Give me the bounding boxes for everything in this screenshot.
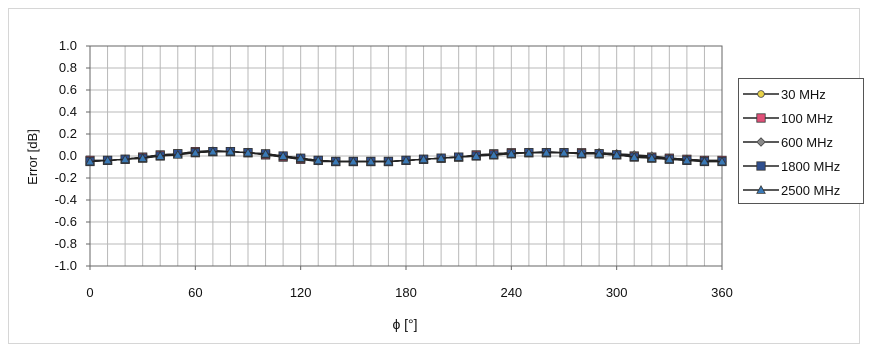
data-point — [506, 148, 517, 158]
legend-item: 30 MHz — [739, 83, 863, 105]
y-tick-label: 1.0 — [59, 38, 77, 53]
data-point — [699, 156, 710, 166]
data-point — [243, 147, 253, 157]
data-point — [85, 156, 95, 166]
data-point — [453, 152, 464, 161]
legend-label: 100 MHz — [781, 111, 834, 126]
data-point — [594, 148, 604, 158]
data-point — [383, 156, 394, 166]
legend-swatch — [743, 184, 779, 194]
data-point — [717, 156, 727, 166]
legend-marker — [756, 113, 766, 123]
data-point — [611, 149, 622, 159]
data-point — [330, 156, 341, 166]
y-tick-label: -0.4 — [55, 192, 77, 207]
data-point — [190, 147, 201, 157]
legend-swatch — [743, 90, 779, 98]
data-point — [488, 149, 499, 159]
data-point — [260, 148, 271, 158]
legend-marker — [756, 184, 766, 194]
y-axis-label: Error [dB] — [25, 129, 40, 185]
legend-item: 600 MHz — [739, 131, 863, 153]
legend-swatch — [743, 113, 779, 123]
legend-label: 30 MHz — [781, 87, 826, 102]
legend-item: 100 MHz — [739, 107, 863, 129]
legend-label: 2500 MHz — [781, 183, 841, 198]
y-tick-label: 0.2 — [59, 126, 77, 141]
data-point — [172, 149, 183, 159]
x-tick-label: 180 — [395, 285, 417, 300]
legend-label: 1800 MHz — [781, 159, 841, 174]
x-axis-ticks: 0 60 120 180 240 300 360 — [86, 266, 733, 300]
legend-swatch — [743, 161, 779, 171]
x-axis-label: ϕ [°] — [392, 316, 417, 332]
y-tick-label: -0.2 — [55, 170, 77, 185]
data-point — [208, 146, 218, 156]
y-tick-label: 0.0 — [59, 148, 77, 163]
legend-item: 1800 MHz — [739, 155, 863, 177]
series-group — [85, 146, 727, 167]
data-point — [436, 153, 446, 162]
data-point — [155, 150, 166, 160]
x-tick-label: 0 — [86, 285, 93, 300]
legend-marker — [756, 137, 766, 147]
data-point — [682, 155, 692, 165]
y-tick-label: -1.0 — [55, 258, 77, 273]
data-point — [348, 156, 359, 166]
data-point — [664, 154, 675, 164]
legend: 30 MHz 100 MHz 600 MHz 1800 MHz 2500 MHz — [738, 78, 864, 204]
y-tick-label: 0.6 — [59, 82, 77, 97]
data-point — [278, 150, 288, 160]
data-point — [524, 147, 534, 157]
data-point — [471, 150, 482, 160]
legend-swatch — [743, 137, 779, 147]
legend-item: 2500 MHz — [739, 179, 863, 201]
data-point — [120, 154, 130, 164]
data-point — [629, 152, 640, 161]
series-2500-mhz — [85, 146, 727, 166]
x-tick-label: 60 — [188, 285, 202, 300]
x-tick-label: 240 — [500, 285, 522, 300]
y-tick-label: 0.8 — [59, 60, 77, 75]
legend-marker — [756, 161, 766, 171]
x-tick-label: 120 — [290, 285, 312, 300]
data-point — [559, 147, 569, 157]
data-point — [646, 153, 657, 162]
data-point — [576, 148, 587, 158]
y-tick-label: -0.8 — [55, 236, 77, 251]
y-tick-label: 0.4 — [59, 104, 77, 119]
data-point — [225, 146, 236, 156]
data-point — [366, 156, 376, 166]
legend-label: 600 MHz — [781, 135, 834, 150]
data-point — [295, 153, 306, 162]
data-point — [541, 147, 552, 157]
data-point — [102, 155, 113, 165]
x-tick-label: 360 — [711, 285, 733, 300]
y-axis-ticks: 1.0 0.8 0.6 0.4 0.2 0.0 -0.2 -0.4 -0.6 -0.8 -1.0 — [55, 38, 90, 273]
y-tick-label: -0.6 — [55, 214, 77, 229]
data-point — [401, 155, 411, 165]
data-point — [313, 155, 324, 165]
data-point — [137, 153, 148, 162]
legend-marker — [757, 90, 765, 98]
x-tick-label: 300 — [606, 285, 628, 300]
data-point — [418, 154, 429, 164]
